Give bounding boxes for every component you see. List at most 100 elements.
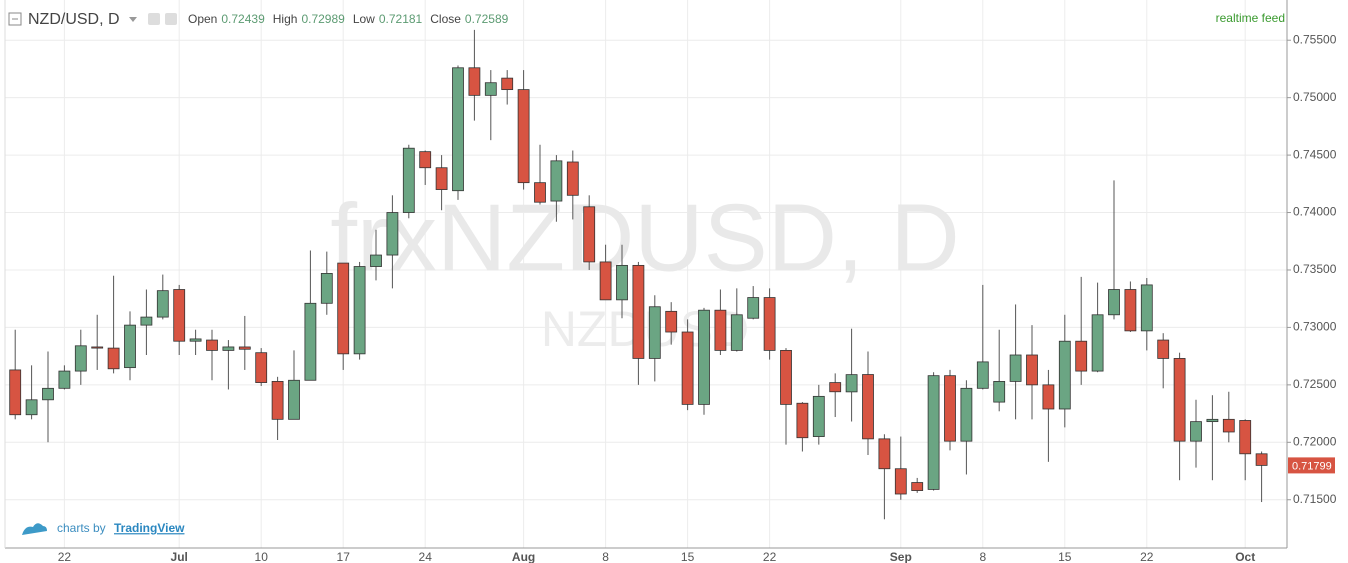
candle-body [1124,289,1137,332]
x-tick-label: 22 [58,550,72,563]
candle-body [271,381,284,420]
candle-body [402,147,415,213]
candle-body [780,349,792,405]
candle-body [894,468,907,495]
candle-body [42,387,54,401]
candle-body [386,212,399,256]
eye-icon[interactable] [165,13,177,25]
candle-body [304,302,317,381]
candle-body [1058,340,1071,410]
candle-body [1206,418,1219,423]
candle-body [960,387,973,442]
candle-body [599,261,612,301]
candle-body [1026,354,1038,386]
ohlc-label: High [273,12,298,26]
candle-body [796,402,809,439]
candle-body [501,77,514,91]
candle-body [730,314,743,351]
candle-body [1042,384,1055,410]
footer-brand[interactable]: TradingView [114,521,185,535]
candle-body [189,338,202,342]
candle-body [1255,453,1268,466]
candle-body [1239,420,1252,455]
candle-body [1075,340,1088,372]
y-tick-label: 0.74500 [1293,147,1337,161]
candle-body [1009,354,1022,382]
grid [5,0,1287,548]
candle-body [173,289,186,342]
candle-body [419,151,432,169]
candle-body [124,324,136,369]
candle-body [9,369,22,416]
candle-body [337,262,350,355]
y-tick-label: 0.71500 [1293,492,1337,506]
symbol: NZD/USD, D [28,11,120,28]
ohlc-label: Open [188,12,217,26]
candle-body [1091,314,1104,372]
candle-body [747,297,760,319]
candle-body [435,167,448,190]
candle-body [862,374,874,440]
candle-body [353,266,366,355]
candle-body [763,297,776,351]
candle-body [1190,421,1202,442]
candle-body [140,316,153,326]
last-price-tag [1288,457,1335,474]
watermark: frxNZDUSD, D [330,184,959,291]
candle-body [91,346,104,349]
x-tick-label: 22 [1140,550,1154,563]
x-tick-label: Aug [512,550,535,563]
candle-body [911,482,924,491]
candle-body [320,273,333,304]
footer-prefix: charts by [57,521,106,535]
candle-body [517,89,530,184]
y-tick-label: 0.74000 [1293,205,1337,219]
axes: 0.71500 0.72000 0.72500 0.73000 0.73500 0.740… [58,32,1337,563]
x-tick-label: Oct [1235,550,1255,563]
candle-body [74,345,87,372]
candle-body [714,309,727,351]
ohlc-label: Close [430,12,461,26]
tradingview-logo [22,523,47,535]
candle-body [534,182,546,203]
candle-body [665,310,678,333]
x-tick-label: 15 [1058,550,1072,563]
candle-body [1157,339,1170,359]
candle-body [58,370,71,389]
ohlc-value: 0.72181 [379,12,423,26]
candle-body [1173,358,1186,442]
y-tick-label: 0.72500 [1293,377,1337,391]
collapse-icon[interactable] [8,12,22,26]
candle-body [566,161,579,196]
x-tick-label: 22 [763,550,777,563]
candle-body [1140,284,1153,332]
candle-body [550,160,563,202]
candle-body [25,399,38,416]
candle-body [632,264,645,359]
y-tick-label: 0.73500 [1293,262,1337,276]
candle-body [238,346,251,350]
candle-body [648,306,661,359]
symbol-caret[interactable] [129,17,137,22]
y-tick-label: 0.73000 [1293,320,1337,334]
candle-body [206,339,218,351]
settings-icon[interactable] [148,13,160,25]
x-tick-label: Sep [890,550,912,563]
candle-body [681,331,694,405]
ohlc-value: 0.72439 [221,12,265,26]
x-tick-label: 10 [255,550,269,563]
candle-body [107,347,120,370]
candle-body [370,254,382,267]
x-tick-label: 8 [602,550,609,563]
candle-body [616,264,628,301]
x-tick-label: 8 [979,550,986,563]
candle-body [944,375,956,442]
last-price-label: 0.71799 [1292,460,1332,472]
candle-body [222,346,235,351]
candle-body [993,381,1006,403]
watermark-sub: NZDUSD [541,301,749,357]
candle-body [698,309,710,405]
candle-body [156,290,169,318]
